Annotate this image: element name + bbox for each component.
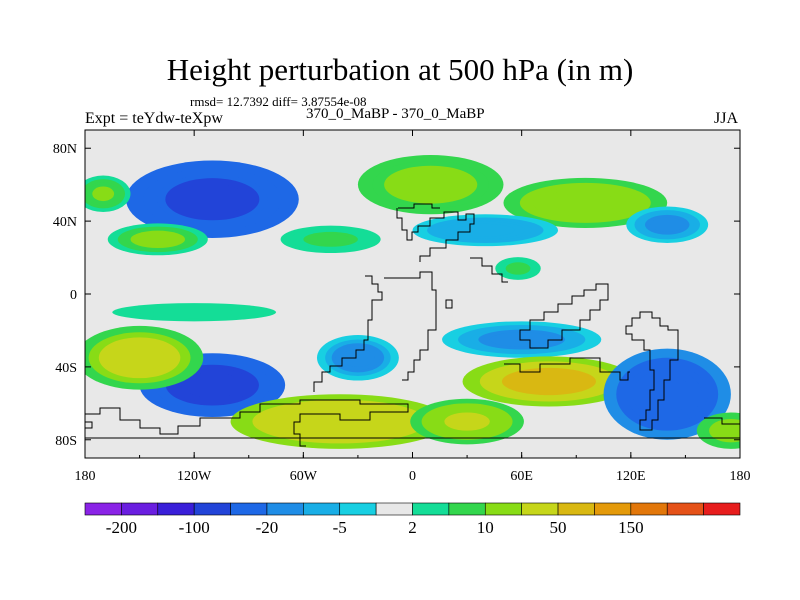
colorbar-swatch xyxy=(557,502,595,516)
field-core xyxy=(296,410,384,433)
colorbar-swatch xyxy=(339,502,377,516)
field-core xyxy=(641,376,693,413)
colorbar-label: 10 xyxy=(477,518,494,537)
field-anomaly xyxy=(230,394,449,449)
colorbar-label: -100 xyxy=(179,518,210,537)
field-core xyxy=(444,412,490,431)
colorbar-swatch xyxy=(521,502,559,516)
y-tick-label: 80N xyxy=(53,142,77,157)
experiment-label: Expt = teYdw-teXpw xyxy=(85,110,223,127)
field-anomaly xyxy=(85,175,131,212)
field-core xyxy=(552,192,619,213)
x-tick-label: 180 xyxy=(75,469,96,484)
coastline-segment xyxy=(384,271,437,381)
field-anomaly xyxy=(412,214,559,247)
field-core xyxy=(717,423,740,438)
coastline-segment xyxy=(398,203,440,209)
season-label: JJA xyxy=(714,110,739,127)
field-anomaly xyxy=(85,325,204,390)
colorbar-swatch xyxy=(594,502,632,516)
colorbar-swatch xyxy=(84,502,122,516)
field-anomaly xyxy=(280,225,381,253)
y-tick-label: 40N xyxy=(53,215,77,230)
field-core xyxy=(310,233,351,245)
coastline-segment xyxy=(704,417,740,425)
colorbar-swatch xyxy=(412,502,450,516)
field-anomaly xyxy=(462,356,636,407)
colorbar-swatch xyxy=(230,502,268,516)
colorbar-swatch xyxy=(193,502,231,516)
field-core xyxy=(153,307,236,317)
y-tick-label: 80S xyxy=(55,434,77,449)
field-anomaly xyxy=(316,335,399,381)
coastline-segment xyxy=(519,283,609,349)
stats-label: rmsd= 12.7392 diff= 3.87554e-08 xyxy=(190,94,367,109)
field-anomaly xyxy=(626,206,709,243)
field-core xyxy=(341,348,375,367)
colorbar-swatch xyxy=(375,502,413,516)
field-anomaly xyxy=(107,223,208,256)
field-anomaly xyxy=(125,160,299,238)
field-core xyxy=(92,186,115,202)
coastline-segment xyxy=(445,299,453,309)
colorbar-swatch xyxy=(666,502,704,516)
field-core xyxy=(456,223,515,237)
axes: 180 120W 60W 0 60E 120E 180 80N 40N 0 40S 80S xyxy=(53,130,751,484)
field-core xyxy=(514,371,584,392)
colorbar-swatch xyxy=(266,502,304,516)
colorbar-swatch xyxy=(303,502,341,516)
colorbar-label: -20 xyxy=(256,518,279,537)
x-tick-label: 60E xyxy=(510,469,533,484)
coastline-segment xyxy=(313,275,383,392)
field-anomaly xyxy=(603,348,731,440)
field-anomaly xyxy=(410,398,524,445)
case-label: 370_0_MaBP - 370_0_MaBP xyxy=(306,106,485,122)
field-layer xyxy=(85,155,740,449)
colorbar-label: -5 xyxy=(333,518,347,537)
field-core xyxy=(177,183,247,215)
colorbar-label: 150 xyxy=(618,518,644,537)
colorbar-label: 2 xyxy=(408,518,417,537)
field-anomaly xyxy=(495,257,541,280)
coastline-segment xyxy=(625,311,679,431)
coastline-segment xyxy=(85,399,409,447)
field-core xyxy=(401,172,460,197)
y-tick-label: 0 xyxy=(70,288,77,303)
field-core xyxy=(650,217,684,233)
colorbar-swatch xyxy=(630,502,668,516)
x-tick-label: 120E xyxy=(616,469,646,484)
colorbar-swatch xyxy=(121,502,159,516)
field-core xyxy=(183,372,242,398)
field-core xyxy=(508,263,528,274)
field-anomaly xyxy=(357,155,504,215)
coastline-segment xyxy=(504,357,630,381)
colorbar-swatch xyxy=(484,502,522,516)
x-tick-label: 0 xyxy=(409,469,416,484)
y-tick-label: 40S xyxy=(55,361,77,376)
field-core xyxy=(114,345,166,371)
coastlines xyxy=(85,203,740,447)
x-tick-label: 60W xyxy=(290,469,318,484)
field-anomaly xyxy=(91,300,297,324)
field-anomaly xyxy=(503,177,668,228)
colorbar-swatch xyxy=(703,502,741,516)
colorbar-label: 50 xyxy=(550,518,567,537)
colorbar: -200 -100 -20 -5 2 10 50 150 xyxy=(84,502,741,537)
x-tick-label: 120W xyxy=(177,469,212,484)
field-core xyxy=(137,232,178,246)
colorbar-label: -200 xyxy=(106,518,137,537)
coastline-segment xyxy=(470,257,508,283)
coastline-segment xyxy=(396,208,475,262)
chart-title: Height perturbation at 500 hPa (in m) xyxy=(166,52,634,87)
coastline-segment xyxy=(85,421,93,429)
colorbar-swatch xyxy=(157,502,195,516)
colorbar-swatch xyxy=(448,502,486,516)
x-tick-label: 180 xyxy=(730,469,751,484)
